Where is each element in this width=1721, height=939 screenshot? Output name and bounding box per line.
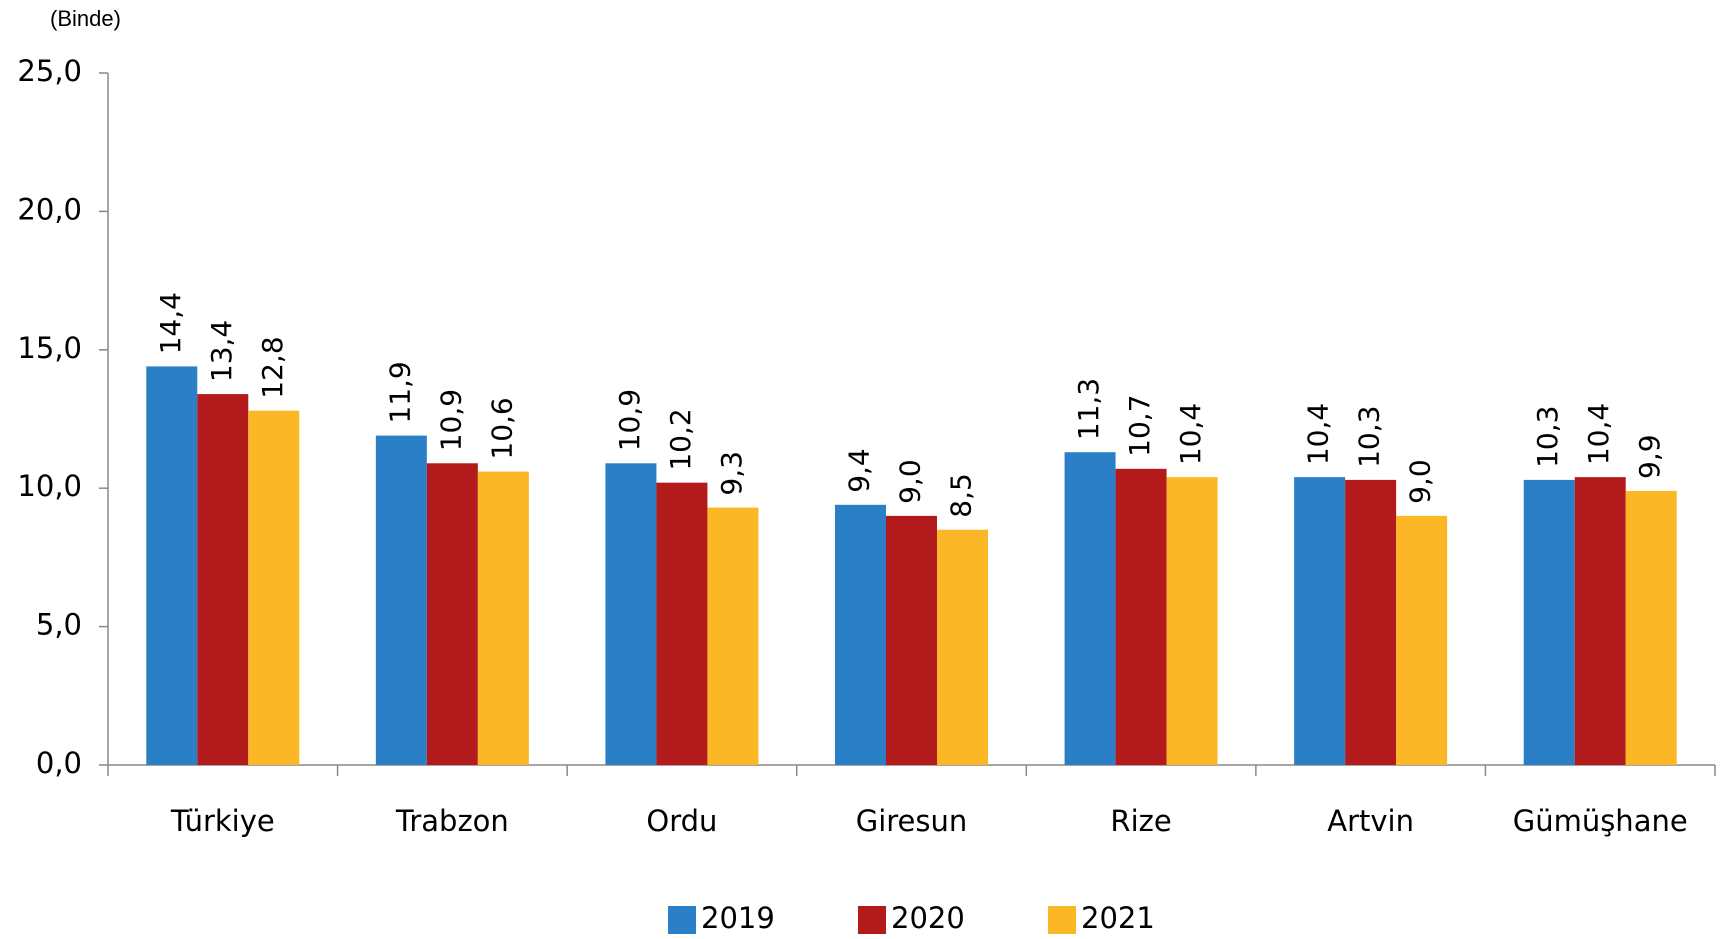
value-label: 14,4	[154, 292, 187, 354]
y-tick-label: 20,0	[17, 192, 82, 226]
bar	[1523, 479, 1575, 765]
value-label: 10,6	[485, 397, 518, 459]
value-label: 10,9	[434, 389, 467, 451]
bar	[1166, 477, 1218, 765]
y-tick-label: 0,0	[36, 746, 82, 780]
legend-label: 2020	[891, 901, 965, 935]
x-tick-label: Gümüşhane	[1513, 804, 1688, 838]
value-label: 11,3	[1072, 378, 1105, 440]
legend-label: 2019	[701, 901, 775, 935]
x-tick-label: Rize	[1110, 804, 1171, 838]
bar	[375, 435, 427, 765]
bar	[1294, 477, 1346, 765]
value-label: 10,7	[1123, 394, 1156, 456]
bar	[426, 463, 478, 765]
value-label: 10,2	[664, 408, 697, 470]
value-label: 9,0	[1404, 459, 1437, 504]
bar	[937, 529, 988, 765]
x-tick-label: Trabzon	[395, 804, 509, 838]
legend-swatch	[668, 906, 696, 934]
bar	[835, 504, 886, 765]
value-label: 9,4	[843, 448, 876, 493]
x-tick-label: Giresun	[856, 804, 968, 838]
y-tick-label: 5,0	[36, 608, 82, 642]
bar	[146, 366, 198, 765]
legend-swatch	[1048, 906, 1076, 934]
value-label: 9,3	[715, 451, 748, 496]
value-label: 10,4	[1582, 403, 1615, 465]
bar	[605, 463, 657, 765]
bar	[707, 507, 759, 765]
value-label: 9,0	[894, 459, 927, 504]
legend-swatch	[858, 906, 886, 934]
bar	[656, 482, 708, 765]
bar	[1064, 452, 1116, 765]
value-label: 10,3	[1531, 406, 1564, 468]
bar	[1625, 490, 1677, 765]
chart-title: (Binde)	[50, 6, 121, 31]
bar	[1396, 515, 1448, 765]
value-label: 13,4	[205, 320, 238, 382]
bar	[1345, 479, 1397, 765]
bar	[886, 515, 937, 765]
value-label: 10,9	[613, 389, 646, 451]
bar	[477, 471, 529, 765]
value-label: 12,8	[256, 336, 289, 398]
value-label: 8,5	[945, 473, 978, 518]
bar	[1574, 477, 1626, 765]
value-label: 11,9	[383, 361, 416, 423]
value-label: 10,3	[1353, 406, 1386, 468]
x-tick-label: Artvin	[1327, 804, 1414, 838]
bar	[1115, 468, 1167, 765]
y-tick-label: 10,0	[17, 469, 82, 503]
bar	[197, 394, 249, 765]
x-tick-label: Türkiye	[170, 804, 275, 838]
legend-label: 2021	[1081, 901, 1155, 935]
value-label: 10,4	[1174, 403, 1207, 465]
x-tick-label: Ordu	[646, 804, 717, 838]
value-label: 9,9	[1633, 434, 1666, 479]
bar	[248, 410, 300, 765]
y-tick-label: 25,0	[17, 54, 82, 88]
value-label: 10,4	[1302, 403, 1335, 465]
y-tick-label: 15,0	[17, 331, 82, 365]
